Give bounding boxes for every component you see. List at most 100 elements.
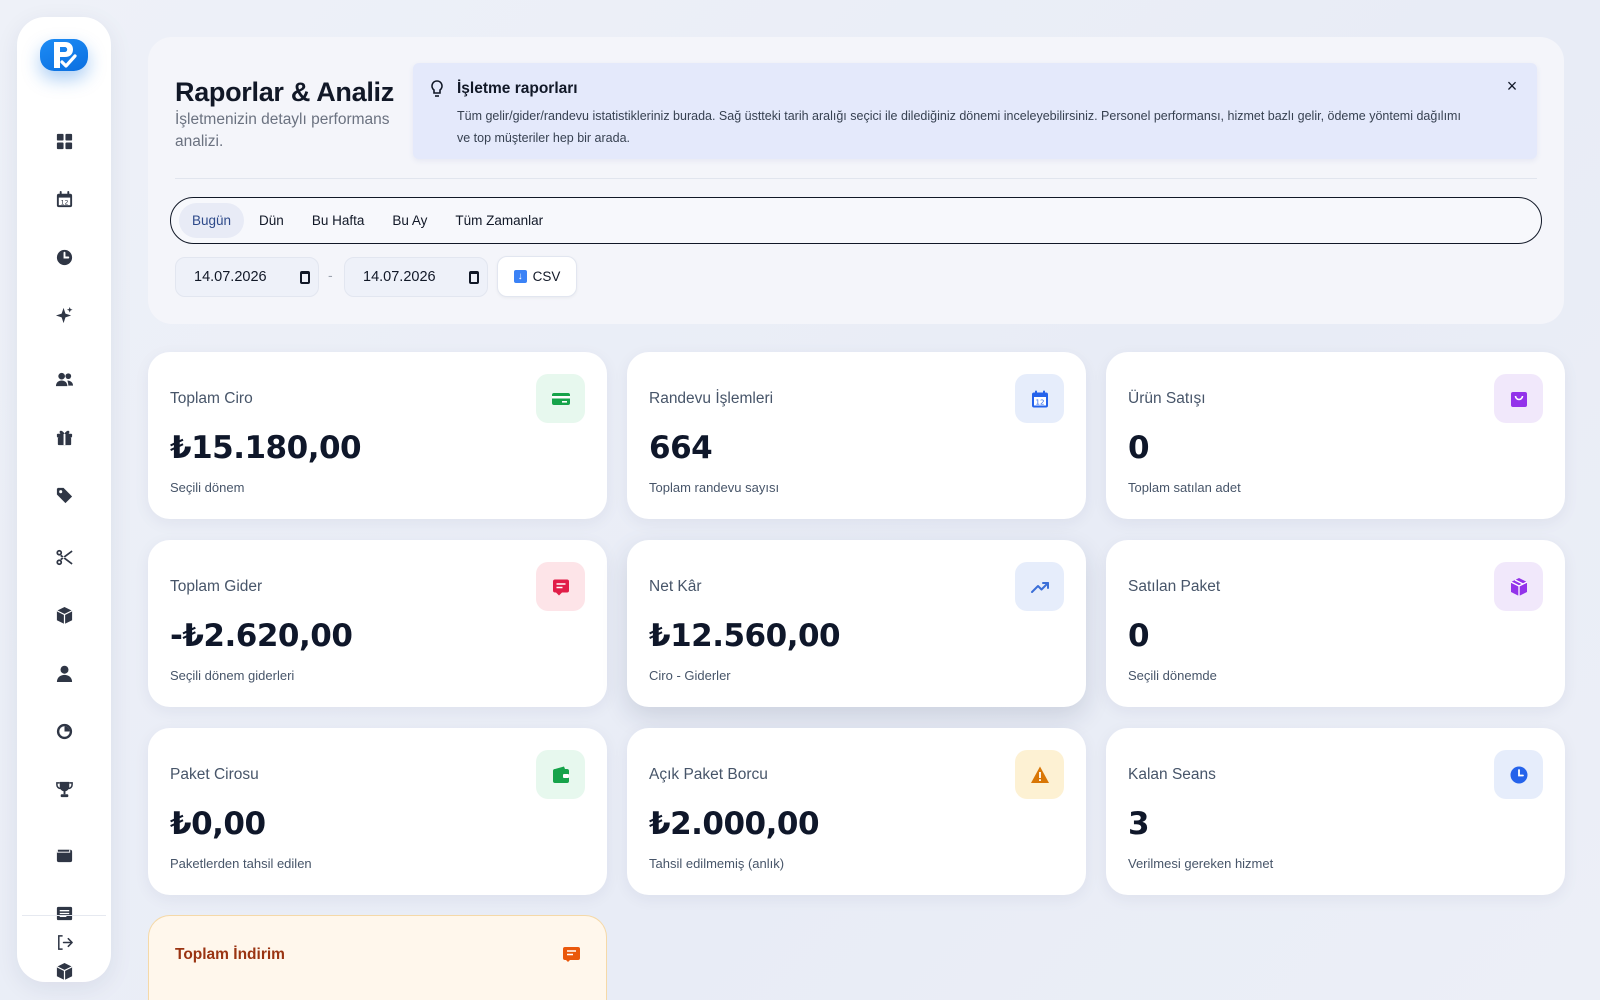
sidebar-item-tags[interactable] [44, 475, 84, 515]
stat-card-subtitle: Tahsil edilmemiş (anlık) [649, 856, 785, 871]
user-icon [56, 665, 72, 682]
trophy-icon [55, 781, 73, 797]
app-logo[interactable] [40, 39, 88, 71]
sidebar-item-customers[interactable] [44, 359, 84, 399]
tab-yesterday[interactable]: Dün [259, 213, 284, 228]
close-icon[interactable]: × [1506, 76, 1518, 96]
csv-export-button[interactable]: ↓ CSV [497, 256, 577, 297]
tab-all-time[interactable]: Tüm Zamanlar [455, 213, 544, 228]
divider [175, 178, 1537, 179]
svg-text:12: 12 [60, 199, 68, 206]
lightbulb-icon [431, 80, 443, 97]
stat-card-subtitle: Ciro - Giderler [649, 668, 731, 683]
stat-card-randevu-islemleri[interactable]: Randevu İşlemleri 664 Toplam randevu say… [627, 352, 1086, 519]
tab-today[interactable]: Bugün [179, 203, 245, 238]
stat-card-subtitle: Seçili dönem [170, 480, 245, 495]
scissors-icon [55, 549, 73, 565]
stat-card-subtitle: Paketlerden tahsil edilen [170, 856, 312, 871]
sidebar-item-sparkle[interactable] [44, 295, 84, 335]
start-date-value: 14.07.2026 [194, 269, 267, 285]
stat-card-kalan-seans[interactable]: Kalan Seans 3 Verilmesi gereken hizmet [1106, 728, 1565, 895]
shopping-bag-icon [1494, 374, 1543, 423]
stat-card-title: Paket Cirosu [170, 766, 259, 783]
calendar-icon[interactable] [300, 271, 310, 284]
stat-card-value: 664 [649, 430, 713, 466]
stat-card-title: Net Kâr [649, 578, 702, 595]
stat-card-subtitle: Toplam randevu sayısı [649, 480, 780, 495]
end-date-value: 14.07.2026 [363, 269, 436, 285]
calendar-icon[interactable] [469, 271, 479, 284]
sidebar-item-calendar[interactable]: 12 [44, 179, 84, 219]
clock-icon [56, 249, 72, 265]
sidebar-item-packages[interactable] [44, 951, 84, 991]
stat-card-value: 3 [1128, 806, 1150, 842]
end-date-input[interactable]: 14.07.2026 [344, 257, 488, 297]
clock-icon [1494, 750, 1543, 799]
pie-chart-icon [56, 723, 72, 739]
logout-icon [57, 934, 73, 950]
sidebar-item-wallet[interactable] [44, 835, 84, 875]
trending-up-icon [1015, 562, 1064, 611]
info-banner: İşletme raporları Tüm gelir/gider/randev… [413, 63, 1537, 159]
sidebar-item-clock[interactable] [44, 237, 84, 277]
discount-title: Toplam İndirim [175, 946, 285, 963]
csv-label: CSV [532, 269, 561, 284]
period-tabs: Bugün Dün Bu Hafta Bu Ay Tüm Zamanlar [170, 197, 1542, 244]
sidebar-item-services[interactable] [44, 537, 84, 577]
sidebar-item-leaderboard[interactable] [44, 769, 84, 809]
gift-icon [56, 430, 72, 445]
sidebar-item-reports[interactable] [44, 711, 84, 751]
warning-icon [1015, 750, 1064, 799]
stat-card-net-kar[interactable]: Net Kâr ₺12.560,00 Ciro - Giderler [627, 540, 1086, 707]
users-icon [55, 372, 73, 386]
stat-card-subtitle: Verilmesi gereken hizmet [1128, 856, 1274, 871]
wallet-icon [536, 750, 585, 799]
stat-card-value: 0 [1128, 430, 1150, 466]
stat-card-satilan-paket[interactable]: Satılan Paket 0 Seçili dönemde [1106, 540, 1565, 707]
start-date-input[interactable]: 14.07.2026 [175, 257, 319, 297]
stat-card-title: Satılan Paket [1128, 578, 1221, 595]
page-title: Raporlar & Analiz [175, 77, 394, 107]
stat-card-value: ₺2.000,00 [649, 806, 820, 842]
stat-card-value: ₺0,00 [170, 806, 266, 842]
sidebar-item-gifts[interactable] [44, 417, 84, 457]
calendar-icon: 12 [1015, 374, 1064, 423]
svg-text:12: 12 [1035, 398, 1044, 406]
calendar-icon: 12 [56, 190, 72, 207]
stat-card-value: -₺2.620,00 [170, 618, 353, 654]
stat-card-value: ₺15.180,00 [170, 430, 362, 466]
sidebar: 12 [17, 17, 111, 982]
stat-card-subtitle: Toplam satılan adet [1128, 480, 1241, 495]
sidebar-item-dashboard[interactable] [44, 121, 84, 161]
stat-card-value: ₺12.560,00 [649, 618, 841, 654]
wallet-icon [56, 849, 72, 862]
discount-card[interactable]: Toplam İndirim [148, 915, 607, 1000]
stat-card-title: Toplam Gider [170, 578, 263, 595]
logout-button[interactable] [44, 922, 84, 962]
package-icon [56, 962, 72, 980]
info-text: Tüm gelir/gider/randevu istatistiklerini… [457, 109, 1461, 145]
tab-this-month[interactable]: Bu Ay [392, 213, 428, 228]
credit-card-icon [536, 374, 585, 423]
stat-card-title: Kalan Seans [1128, 766, 1216, 783]
page-subtitle: İşletmenizin detaylı performans analizi. [175, 111, 390, 150]
dashboard-icon [56, 133, 72, 149]
stat-card-urun-satisi[interactable]: Ürün Satışı 0 Toplam satılan adet [1106, 352, 1565, 519]
list-icon [56, 906, 72, 920]
stat-card-title: Açık Paket Borcu [649, 766, 768, 783]
stat-card-toplam-ciro[interactable]: Toplam Ciro ₺15.180,00 Seçili dönem [148, 352, 607, 519]
stat-card-paket-cirosu[interactable]: Paket Cirosu ₺0,00 Paketlerden tahsil ed… [148, 728, 607, 895]
stat-card-subtitle: Seçili dönem giderleri [170, 668, 295, 683]
tab-this-week[interactable]: Bu Hafta [311, 213, 365, 228]
stat-card-toplam-gider[interactable]: Toplam Gider -₺2.620,00 Seçili dönem gid… [148, 540, 607, 707]
sidebar-item-products[interactable] [44, 595, 84, 635]
box-icon [56, 606, 72, 624]
tag-icon [56, 487, 72, 503]
report-header: Raporlar & Analiz İşletmenizin detaylı p… [148, 37, 1564, 324]
stat-card-acik-paket-borcu[interactable]: Açık Paket Borcu ₺2.000,00 Tahsil edilme… [627, 728, 1086, 895]
sidebar-item-staff[interactable] [44, 653, 84, 693]
receipt-icon [563, 947, 580, 962]
logo-icon [54, 42, 77, 68]
stat-card-title: Randevu İşlemleri [649, 390, 774, 407]
stat-card-title: Toplam Ciro [170, 390, 253, 407]
